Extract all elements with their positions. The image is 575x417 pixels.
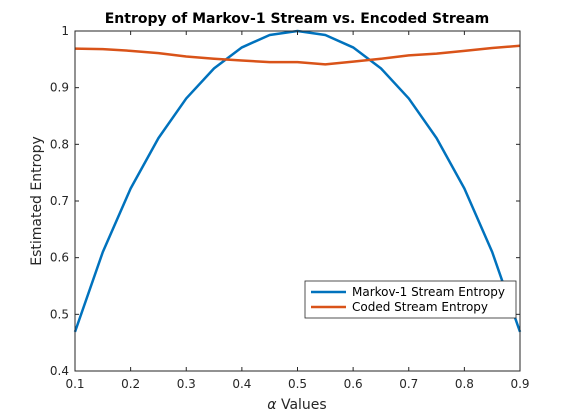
- y-tick-label: 0.4: [50, 364, 69, 378]
- y-tick-label: 0.7: [50, 194, 69, 208]
- y-tick-label: 0.6: [50, 251, 69, 265]
- plot-area: [75, 31, 520, 371]
- legend-entry-coded: Coded Stream Entropy: [352, 300, 488, 314]
- x-tick-label: 0.5: [288, 377, 307, 391]
- y-tick-label: 0.5: [50, 307, 69, 321]
- x-axis-label-symbol: α: [267, 397, 277, 413]
- y-tick-label: 1: [61, 24, 69, 38]
- x-tick-label: 0.6: [344, 377, 363, 391]
- x-axis-label: α Values: [267, 397, 326, 413]
- x-tick-label: 0.8: [455, 377, 474, 391]
- y-axis-label: Estimated Entropy: [29, 136, 45, 266]
- series-line-1: [74, 44, 521, 66]
- x-axis-label-text: Values: [277, 397, 327, 413]
- x-tick-label: 0.4: [232, 377, 251, 391]
- legend-entry-markov: Markov-1 Stream Entropy: [352, 285, 505, 299]
- y-tick-label: 0.8: [50, 137, 69, 151]
- x-tick-label: 0.2: [121, 377, 140, 391]
- x-tick-label: 0.7: [399, 377, 418, 391]
- legend: Markov-1 Stream Entropy Coded Stream Ent…: [304, 280, 517, 319]
- ticks-layer: 0.1 0.2 0.3 0.4 0.5 0.6 0.7 0.8 0.9 0.4 0.5 0.6 0.7 0…: [50, 24, 530, 391]
- x-tick-label: 0.9: [510, 377, 529, 391]
- legend-box: [304, 280, 517, 319]
- y-tick-label: 0.9: [50, 81, 69, 95]
- chart-title: Entropy of Markov-1 Stream vs. Encoded S…: [105, 11, 490, 27]
- x-tick-label: 0.3: [177, 377, 196, 391]
- x-tick-label: 0.1: [65, 377, 84, 391]
